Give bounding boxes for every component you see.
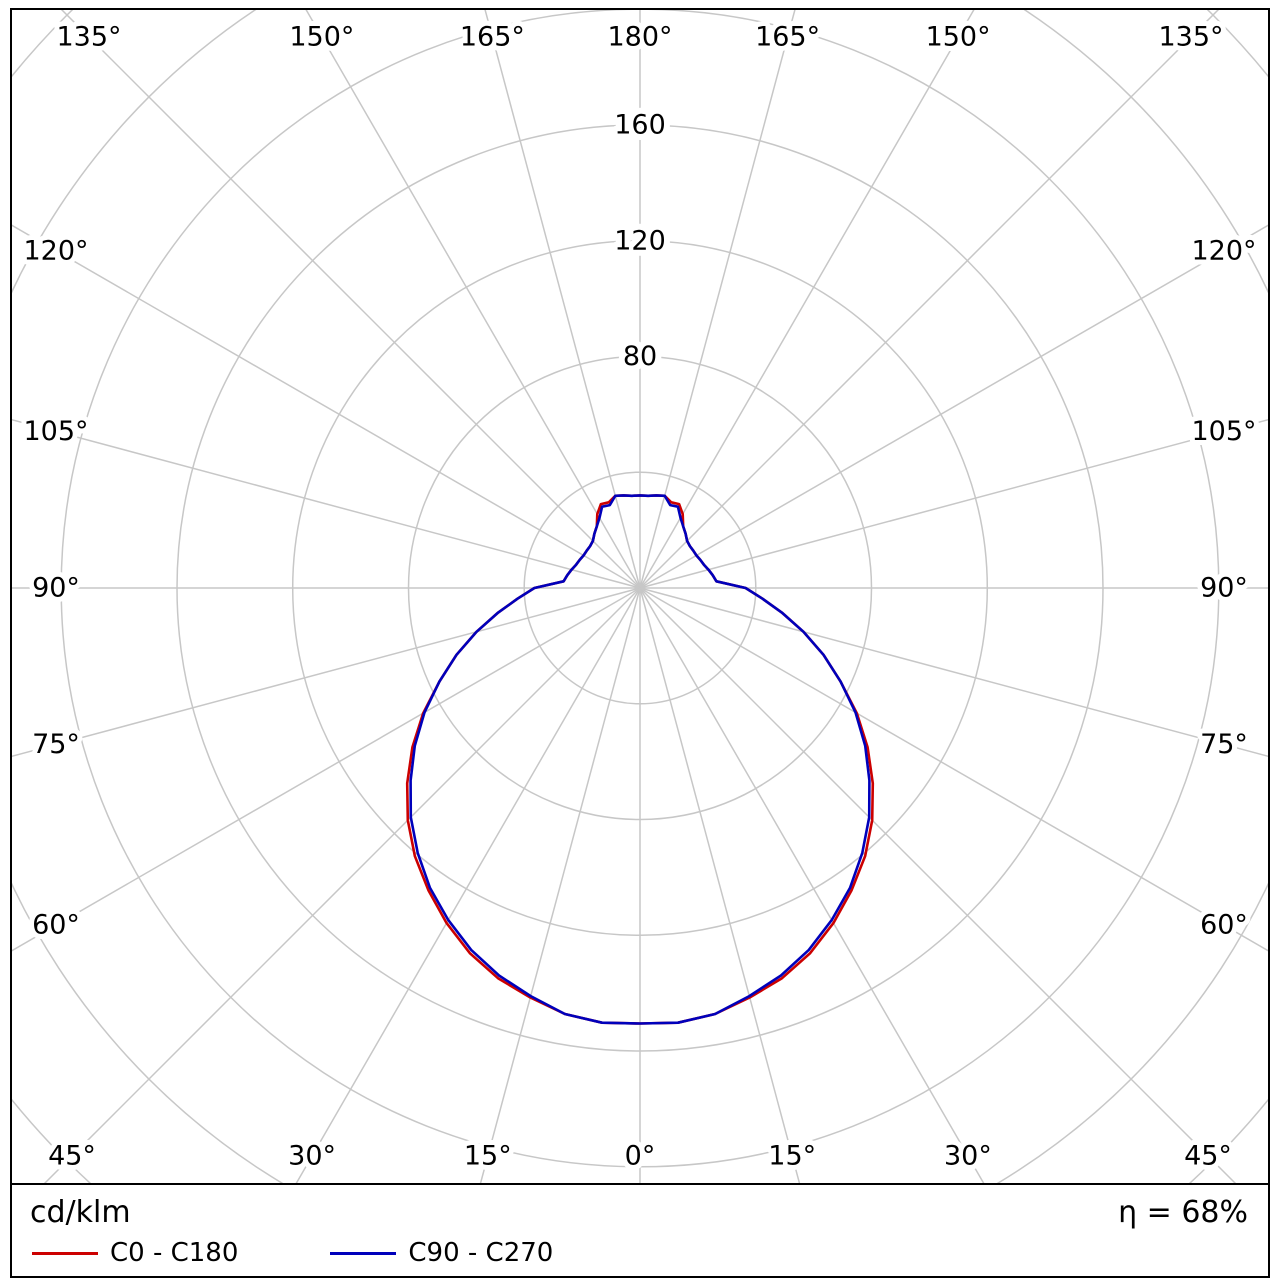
svg-text:180°: 180° (607, 22, 672, 53)
legend-swatch-c90-c270 (330, 1251, 397, 1255)
legend-strip: cd/klm η = 68% C0 - C180 C90 - C270 (12, 1185, 1268, 1276)
svg-text:135°: 135° (1158, 22, 1223, 53)
units-label: cd/klm (30, 1195, 131, 1230)
angle-labels: 0° 15° 15° 30° 30° 45° 45° 60° 60° 75° 75° 90° 90° 10… (18, 17, 1261, 1177)
polar-grid (12, 10, 1268, 1183)
curve-c90-c270 (409, 494, 871, 1025)
svg-text:15°: 15° (464, 1141, 512, 1172)
svg-text:90°: 90° (1200, 573, 1248, 604)
svg-text:120: 120 (614, 225, 666, 256)
svg-text:165°: 165° (460, 22, 525, 53)
legend-label-c90-c270: C90 - C270 (408, 1238, 554, 1268)
svg-text:150°: 150° (289, 22, 354, 53)
svg-text:165°: 165° (755, 22, 820, 53)
svg-text:30°: 30° (944, 1141, 992, 1172)
svg-text:135°: 135° (56, 22, 121, 53)
svg-text:30°: 30° (288, 1141, 336, 1172)
svg-text:105°: 105° (1191, 416, 1256, 447)
svg-text:60°: 60° (32, 910, 80, 941)
svg-text:150°: 150° (926, 22, 991, 53)
svg-text:120°: 120° (23, 235, 88, 266)
legend-item-c0-c180: C0 - C180 (32, 1238, 238, 1268)
chart-frame: 80 120 160 0° 15° 15° 30° 30° 45° 45° 60° 60° 75° 75°… (10, 8, 1270, 1278)
svg-text:120°: 120° (1191, 235, 1256, 266)
svg-text:45°: 45° (48, 1141, 96, 1172)
polar-chart-svg: 80 120 160 0° 15° 15° 30° 30° 45° 45° 60° 60° 75° 75°… (12, 10, 1268, 1183)
svg-text:15°: 15° (768, 1141, 816, 1172)
svg-text:75°: 75° (32, 729, 80, 760)
svg-text:105°: 105° (23, 416, 88, 447)
svg-text:45°: 45° (1184, 1141, 1232, 1172)
svg-text:90°: 90° (32, 573, 80, 604)
svg-text:160: 160 (614, 110, 666, 141)
ring-tick-labels: 80 120 160 (608, 104, 672, 379)
svg-text:75°: 75° (1200, 729, 1248, 760)
svg-text:0°: 0° (625, 1141, 656, 1172)
svg-text:80: 80 (623, 341, 657, 372)
efficiency-label: η = 68% (1118, 1195, 1248, 1230)
polar-plot-area: 80 120 160 0° 15° 15° 30° 30° 45° 45° 60° 60° 75° 75°… (12, 10, 1268, 1185)
legend-label-c0-c180: C0 - C180 (110, 1238, 239, 1268)
legend-item-c90-c270: C90 - C270 (330, 1238, 553, 1268)
legend-swatch-c0-c180 (32, 1251, 98, 1255)
svg-text:60°: 60° (1200, 910, 1248, 941)
legend: C0 - C180 C90 - C270 (32, 1238, 553, 1268)
